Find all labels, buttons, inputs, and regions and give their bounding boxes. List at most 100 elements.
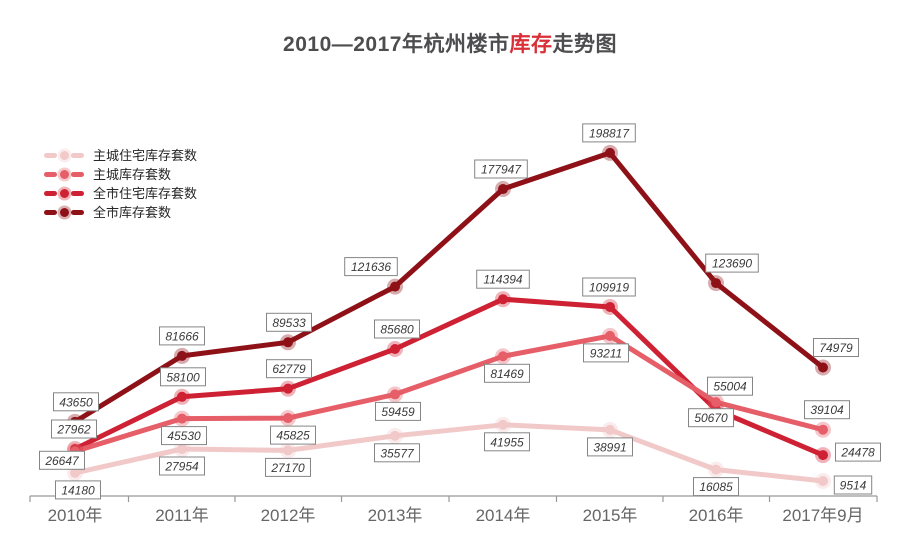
data-label-box (51, 419, 97, 439)
data-point (498, 184, 508, 195)
data-point (498, 294, 508, 305)
data-label-box (705, 253, 759, 273)
data-point (711, 397, 721, 408)
legend-marker-part (71, 153, 84, 158)
legend-marker-part (44, 191, 57, 196)
data-label-主城住宅库存套数: 27954 (159, 456, 205, 476)
data-label-全市库存套数: 121636 (344, 257, 398, 277)
data-point (283, 445, 293, 456)
data-label-主城库存套数: 45825 (270, 425, 316, 445)
data-label-box (582, 123, 636, 143)
data-label-box (474, 159, 528, 179)
data-point (605, 330, 615, 341)
data-label-value: 26647 (44, 454, 80, 468)
data-label-全市库存套数: 89533 (266, 312, 312, 332)
data-point (498, 351, 508, 362)
data-point (818, 476, 828, 487)
data-label-box (55, 480, 101, 500)
data-label-全市住宅库存套数: 58100 (160, 367, 206, 387)
x-axis-label-4: 2014年 (475, 506, 531, 525)
data-label-主城库存套数: 55004 (707, 376, 753, 396)
data-label-box (582, 277, 636, 297)
data-point (177, 444, 187, 455)
data-label-box (375, 401, 421, 421)
data-label-box (587, 437, 633, 457)
data-label-value: 81666 (165, 329, 199, 343)
data-label-value: 114394 (483, 273, 522, 287)
data-label-value: 14180 (61, 483, 95, 497)
data-label-box (159, 456, 205, 476)
data-label-value: 24478 (840, 446, 875, 460)
data-label-box (813, 338, 859, 357)
data-label-box (835, 442, 881, 462)
data-label-value: 93211 (590, 346, 622, 360)
legend-marker-icon (44, 151, 84, 160)
data-label-value: 27170 (270, 461, 305, 475)
data-point (177, 350, 187, 361)
data-label-box (583, 343, 629, 363)
data-label-box (484, 363, 530, 383)
data-label-box (374, 319, 420, 339)
data-label-主城库存套数: 26647 (39, 450, 85, 470)
data-point (711, 278, 721, 289)
data-label-box (484, 432, 530, 452)
legend-item-2: 全市住宅库存套数 (44, 184, 197, 203)
data-label-全市库存套数: 74979 (813, 338, 859, 357)
data-label-主城库存套数: 93211 (583, 343, 629, 363)
legend-marker-part (59, 170, 69, 179)
legend-item-1: 主城库存套数 (44, 165, 197, 184)
data-label-value: 27954 (164, 460, 199, 474)
legend-marker-part (44, 210, 57, 215)
data-point (283, 337, 293, 348)
data-label-box (344, 257, 398, 277)
data-label-box (161, 426, 207, 446)
data-label-全市住宅库存套数: 109919 (582, 277, 636, 297)
data-label-value: 41955 (490, 435, 524, 449)
data-point (711, 464, 721, 475)
series-line-1 (72, 333, 826, 454)
data-label-主城住宅库存套数: 16085 (693, 477, 739, 497)
legend-marker-part (44, 153, 57, 158)
chart-title-accent: 库存 (509, 33, 553, 56)
data-label-value: 43650 (59, 395, 93, 409)
data-point (605, 147, 615, 158)
legend-marker-part (59, 189, 69, 198)
x-axis-label-7: 2017年9月 (782, 506, 864, 525)
data-point (605, 424, 615, 435)
legend-marker-part (71, 210, 84, 215)
data-label-全市住宅库存套数: 50670 (688, 408, 734, 428)
data-label-value: 38991 (593, 440, 626, 454)
data-label-box (804, 400, 850, 420)
legend-label: 主城住宅库存套数 (93, 148, 198, 163)
legend-marker-part (44, 172, 57, 177)
data-label-全市库存套数: 81666 (159, 326, 205, 346)
data-label-box (160, 367, 206, 387)
data-label-value: 9514 (840, 479, 867, 493)
x-axis-label-1: 2011年 (155, 506, 209, 525)
data-label-value: 39104 (810, 403, 844, 417)
legend-marker-icon (44, 208, 84, 217)
legend-marker-icon (44, 170, 84, 179)
data-label-value: 121636 (351, 260, 391, 274)
data-label-value: 62779 (272, 362, 306, 376)
legend-label: 全市住宅库存套数 (93, 186, 198, 201)
data-label-主城住宅库存套数: 14180 (55, 480, 101, 500)
legend-marker-part (59, 208, 69, 217)
data-label-value: 74979 (819, 341, 853, 355)
data-label-value: 81469 (490, 367, 524, 381)
data-label-value: 123690 (712, 257, 752, 271)
series-line-0 (72, 422, 826, 484)
data-label-box (707, 376, 753, 396)
x-axis-label-5: 2015年 (582, 506, 638, 525)
data-label-主城库存套数: 81469 (484, 363, 530, 383)
x-axis-label-0: 2010年 (47, 506, 103, 525)
chart-title-suffix: 走势图 (552, 33, 617, 56)
data-label-value: 16085 (699, 480, 733, 494)
data-label-box (476, 269, 530, 289)
data-label-box (159, 326, 205, 346)
data-label-value: 27962 (56, 423, 91, 437)
data-label-主城库存套数: 45530 (161, 426, 207, 446)
legend-marker-part (59, 151, 69, 160)
